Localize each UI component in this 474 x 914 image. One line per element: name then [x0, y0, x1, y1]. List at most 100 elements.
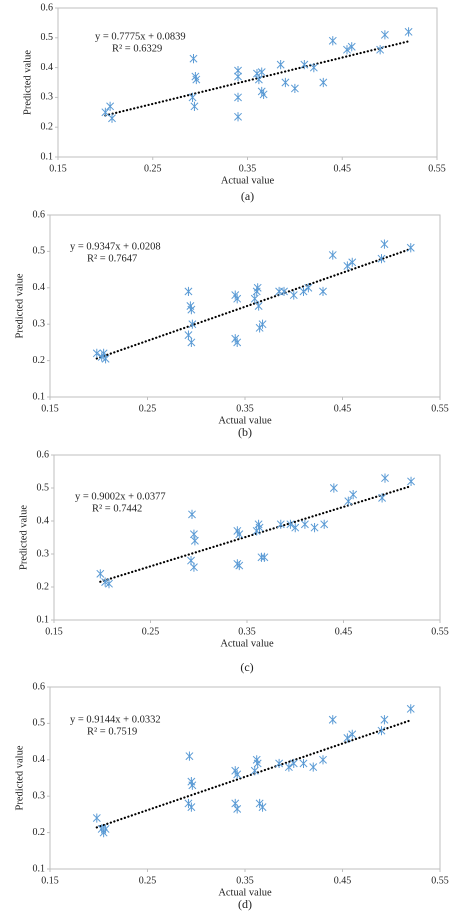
point [188, 509, 196, 519]
y-tick-label: 0.4 [41, 62, 54, 73]
point [253, 68, 261, 79]
point [250, 766, 259, 776]
x-tick-label: 0.15 [45, 626, 63, 637]
point [191, 71, 200, 82]
point [291, 523, 300, 533]
y-tick-label: 0.2 [37, 581, 50, 592]
point [320, 519, 329, 529]
y-tick-label: 0.5 [41, 32, 54, 43]
point [407, 476, 416, 486]
point [344, 496, 353, 506]
point [377, 254, 386, 264]
x-tick-label: 0.55 [428, 163, 446, 174]
point [404, 27, 413, 37]
y-tick-label: 0.6 [33, 209, 46, 220]
point [381, 473, 389, 483]
point [254, 74, 263, 85]
x-tick-label: 0.15 [41, 875, 59, 886]
point [343, 733, 352, 743]
y-tick-label: 0.4 [33, 282, 46, 293]
point [299, 758, 308, 769]
point [189, 529, 198, 539]
point [380, 30, 389, 40]
point [309, 63, 318, 73]
point [233, 294, 242, 304]
y-tick-label: 0.4 [37, 515, 50, 526]
equation: y = 0.7775x + 0.0839 [95, 31, 186, 42]
point [255, 323, 264, 333]
y-tick-label: 0.2 [33, 827, 46, 838]
point [101, 824, 110, 834]
x-tick-label: 0.35 [239, 163, 257, 174]
x-tick-label: 0.15 [41, 403, 59, 414]
point [101, 354, 110, 364]
x-tick-label: 0.55 [431, 403, 449, 414]
r-squared: R² = 0.7647 [87, 253, 137, 264]
y-tick-label: 0.1 [37, 614, 50, 625]
trendline [104, 40, 410, 117]
y-tick-label: 0.6 [41, 2, 54, 13]
point [190, 101, 199, 111]
point [300, 60, 309, 70]
x-tick-label: 0.45 [335, 626, 353, 637]
x-tick-label: 0.55 [431, 626, 449, 637]
caption: (d) [238, 897, 252, 911]
point [101, 577, 110, 587]
point [184, 330, 193, 340]
point [184, 286, 193, 297]
x-tick-label: 0.25 [139, 403, 157, 414]
point [233, 804, 242, 814]
y-tick-label: 0.1 [41, 151, 54, 162]
point [281, 77, 290, 88]
point [309, 762, 318, 772]
point [234, 112, 242, 122]
caption: (c) [240, 660, 253, 674]
y-tick-label: 0.1 [33, 863, 46, 874]
y-tick-label: 0.4 [33, 754, 46, 765]
x-axis-label: Actual value [221, 175, 275, 186]
point [310, 523, 319, 533]
y-axis-label: Predicted value [22, 50, 33, 115]
point [260, 552, 269, 562]
point [257, 67, 266, 77]
x-tick-label: 0.25 [139, 875, 157, 886]
point [234, 92, 242, 102]
x-tick-label: 0.45 [334, 403, 352, 414]
equation: y = 0.9347x + 0.0208 [70, 241, 161, 252]
point [406, 704, 415, 714]
point [184, 798, 193, 809]
point [319, 77, 328, 88]
point [190, 536, 199, 546]
r-squared: R² = 0.7442 [92, 503, 142, 514]
point [275, 286, 284, 297]
trendline [95, 719, 412, 829]
y-tick-label: 0.5 [37, 482, 50, 493]
point [299, 286, 308, 297]
point [377, 726, 386, 736]
point [189, 54, 198, 64]
point [319, 755, 327, 765]
point [258, 319, 267, 329]
point [406, 243, 415, 253]
point [233, 769, 242, 779]
point [328, 36, 337, 46]
equation: y = 0.9144x + 0.0332 [70, 714, 161, 725]
point [258, 802, 267, 812]
point [289, 758, 298, 769]
point [188, 319, 197, 329]
point [187, 802, 196, 812]
point [101, 107, 110, 117]
point [343, 45, 351, 55]
point [276, 519, 285, 529]
point [187, 337, 196, 347]
point [349, 490, 358, 500]
caption: (a) [241, 189, 254, 203]
point [253, 758, 262, 769]
point [259, 89, 268, 100]
point [254, 301, 263, 311]
trendline [99, 484, 413, 583]
point [329, 483, 338, 493]
x-tick-label: 0.25 [142, 626, 160, 637]
point [105, 579, 113, 589]
point [276, 60, 285, 70]
